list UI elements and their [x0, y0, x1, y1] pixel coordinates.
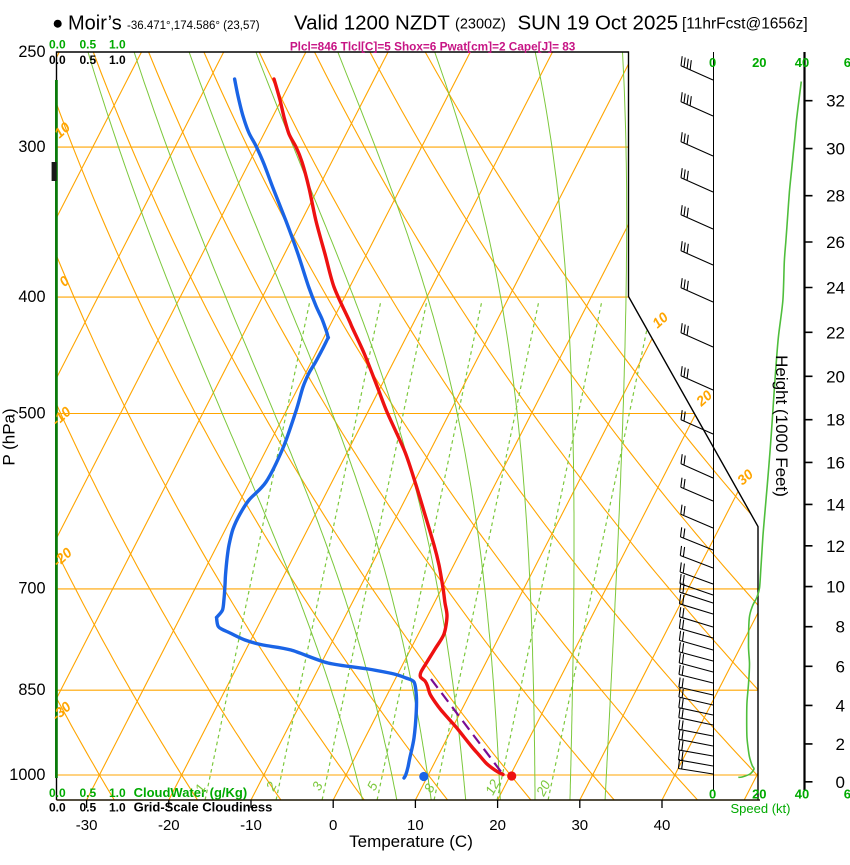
svg-text:18: 18	[826, 411, 845, 430]
svg-text:1.0: 1.0	[109, 801, 126, 815]
svg-text:-10: -10	[240, 817, 262, 834]
svg-text:32: 32	[826, 92, 845, 111]
svg-text:400: 400	[18, 288, 45, 306]
svg-text:1.0: 1.0	[109, 53, 126, 67]
svg-text:20: 20	[489, 817, 506, 834]
svg-text:8: 8	[836, 618, 845, 637]
svg-text:20: 20	[533, 778, 554, 800]
svg-text:4: 4	[836, 696, 845, 715]
svg-text:16: 16	[826, 453, 845, 472]
svg-text:0: 0	[709, 55, 716, 70]
svg-text:-20: -20	[158, 817, 180, 834]
svg-text:Height (1000 Feet): Height (1000 Feet)	[772, 355, 791, 497]
svg-text:26: 26	[826, 233, 845, 252]
svg-text:14: 14	[826, 495, 845, 514]
svg-text:20: 20	[752, 787, 766, 802]
svg-text:12: 12	[826, 537, 845, 556]
svg-text:0.5: 0.5	[80, 38, 97, 52]
svg-text:1000: 1000	[9, 766, 45, 784]
svg-text:0.5: 0.5	[80, 53, 97, 67]
svg-text:0: 0	[709, 787, 716, 802]
svg-text:12: 12	[482, 777, 503, 798]
svg-text:10: 10	[826, 578, 845, 597]
svg-text:20: 20	[826, 367, 845, 386]
svg-text:-36.471°,174.586° (23,57): -36.471°,174.586° (23,57)	[127, 20, 260, 32]
svg-text:6: 6	[836, 657, 845, 676]
svg-text:850: 850	[18, 681, 45, 699]
svg-text:40: 40	[654, 817, 671, 834]
svg-text:0.5: 0.5	[80, 786, 97, 800]
svg-text:500: 500	[18, 404, 45, 422]
svg-text:28: 28	[826, 187, 845, 206]
svg-text:60: 60	[844, 787, 850, 802]
svg-text:0: 0	[836, 773, 845, 792]
svg-text:30: 30	[571, 817, 588, 834]
svg-text:40: 40	[795, 55, 809, 70]
svg-text:SUN 19 Oct 2025: SUN 19 Oct 2025	[518, 11, 679, 34]
svg-text:700: 700	[18, 580, 45, 598]
svg-text:Plcl=846 Tlcl[C]=5 Shox=6 Pwat: Plcl=846 Tlcl[C]=5 Shox=6 Pwat[cm]=2 Cap…	[290, 39, 576, 53]
svg-text:CloudWater (g/Kg): CloudWater (g/Kg)	[134, 785, 248, 800]
svg-text:20: 20	[752, 55, 766, 70]
svg-text:30: 30	[826, 140, 845, 159]
svg-text:300: 300	[18, 138, 45, 156]
svg-text:Grid-Scale Cloudiness: Grid-Scale Cloudiness	[134, 800, 273, 815]
svg-text:Moir’s: Moir’s	[68, 12, 122, 34]
svg-text:1.0: 1.0	[109, 786, 126, 800]
svg-text:0.0: 0.0	[49, 53, 66, 67]
svg-text:0.0: 0.0	[49, 38, 66, 52]
svg-text:250: 250	[18, 43, 45, 61]
svg-text:22: 22	[826, 323, 845, 342]
svg-text:60: 60	[844, 55, 850, 70]
svg-text:Temperature (C): Temperature (C)	[349, 832, 473, 851]
svg-text:(2300Z): (2300Z)	[455, 17, 506, 33]
svg-text:24: 24	[826, 279, 845, 298]
svg-text:40: 40	[795, 787, 809, 802]
svg-text:0.0: 0.0	[49, 801, 66, 815]
svg-text:P (hPa): P (hPa)	[0, 408, 19, 465]
svg-text:0.5: 0.5	[80, 801, 97, 815]
svg-text:1.0: 1.0	[109, 38, 126, 52]
svg-text:10: 10	[407, 817, 424, 834]
svg-text:0: 0	[329, 817, 337, 834]
svg-text:[11hrFcst@1656z]: [11hrFcst@1656z]	[682, 16, 808, 33]
svg-text:2: 2	[836, 735, 845, 754]
svg-text:Speed (kt): Speed (kt)	[731, 801, 791, 816]
svg-text:Valid 1200 NZDT: Valid 1200 NZDT	[294, 11, 450, 34]
svg-text:-30: -30	[76, 817, 98, 834]
svg-text:0.0: 0.0	[49, 786, 66, 800]
